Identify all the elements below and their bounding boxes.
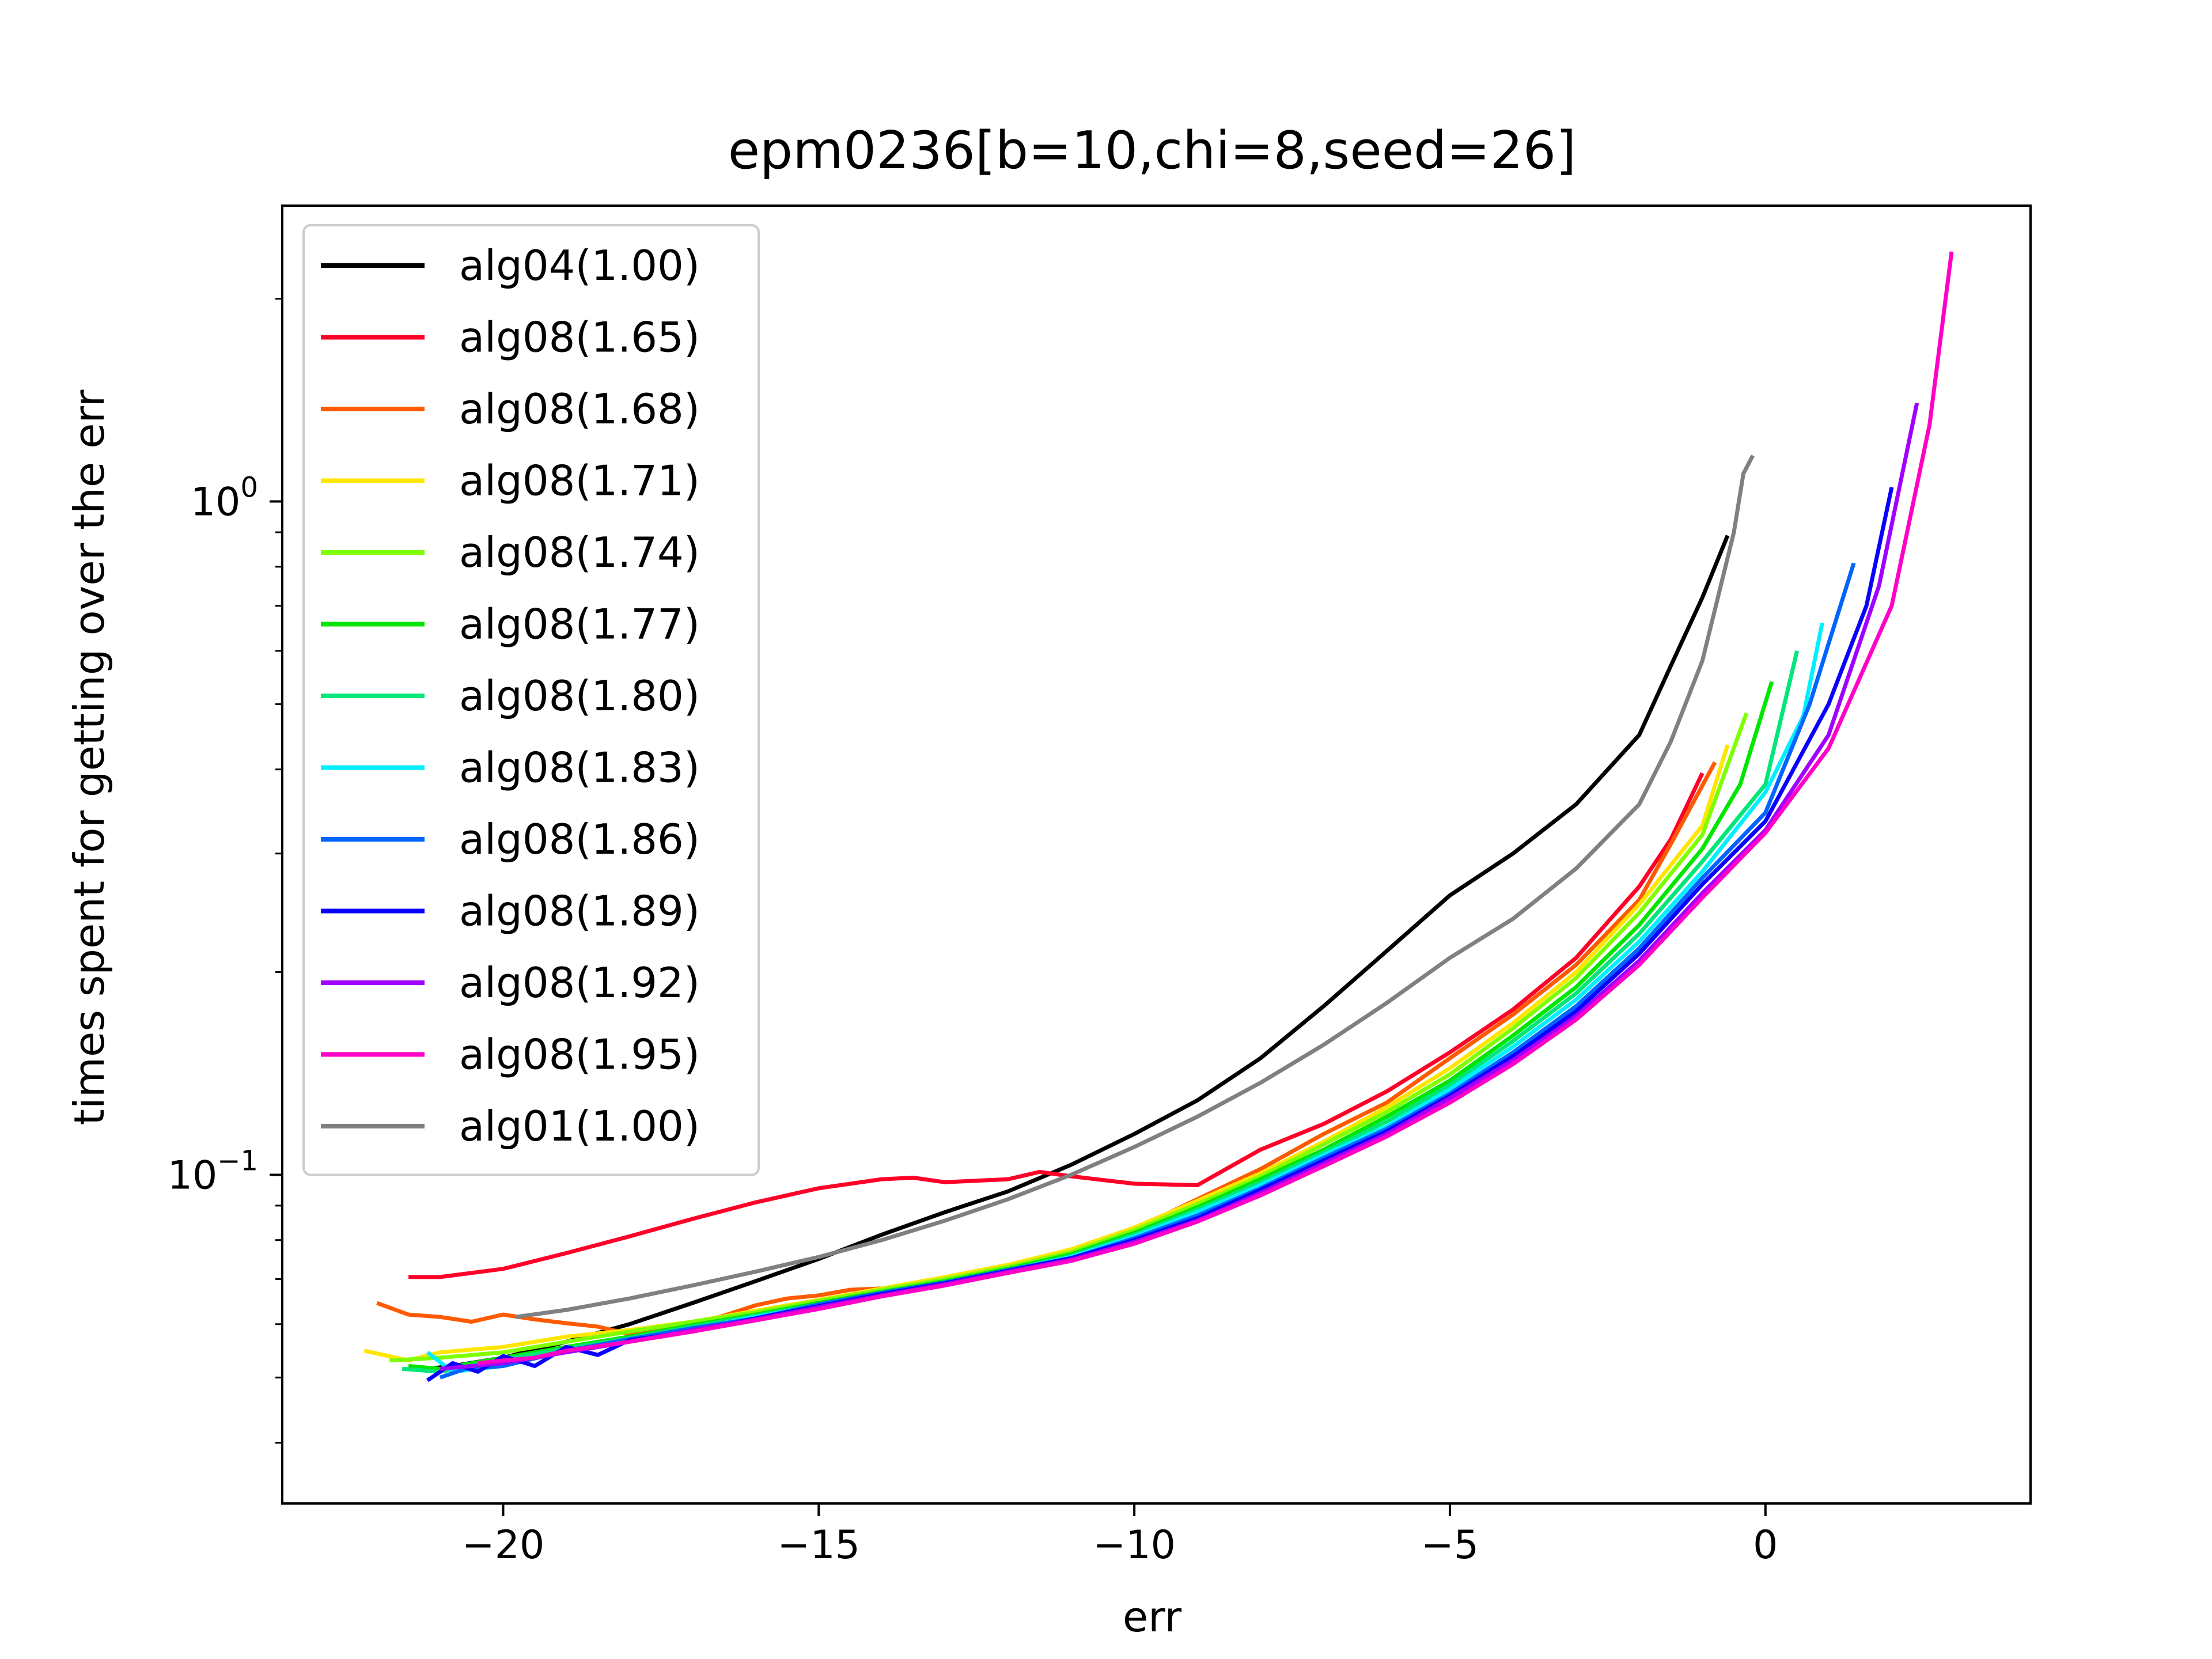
legend-label: alg04(1.00) [459,241,700,290]
x-tick-label: −15 [778,1522,861,1568]
plot-frame [281,204,2032,1505]
series-layer [363,251,1954,1382]
legend-label: alg08(1.74) [459,528,700,577]
y-axis-label: times spent for getting over the err [65,389,113,1125]
legend-label: alg08(1.95) [459,1031,700,1079]
legend-label: alg08(1.71) [459,457,700,505]
x-tick-label: −20 [462,1522,545,1568]
chart-title: epm0236[b=10,chi=8,seed=26] [728,120,1577,181]
legend-label: alg08(1.92) [459,959,700,1007]
series-line-2 [408,772,1705,1279]
legend-label: alg08(1.65) [459,313,700,362]
series-line-1 [427,535,1730,1371]
series-line-13 [515,454,1755,1319]
legend-label: alg01(1.00) [459,1102,700,1150]
legend: alg04(1.00) alg08(1.65) alg08(1.68) alg08(1… [302,224,760,1176]
series-line-5 [389,712,1749,1363]
series-line-12 [478,251,1954,1365]
series-line-4 [363,744,1730,1363]
x-tick-label: −5 [1421,1522,1479,1568]
legend-box [302,224,760,1176]
legend-label: alg08(1.83) [459,744,700,792]
x-tick-label: −10 [1093,1522,1176,1568]
series-line-3 [376,761,1717,1336]
legend-label: alg08(1.68) [459,385,700,433]
legend-label: alg08(1.77) [459,600,700,649]
x-tick-label: 0 [1753,1522,1778,1568]
legend-label: alg08(1.86) [459,815,700,863]
legend-label: alg08(1.89) [459,887,700,935]
x-axis-label: err [1123,1593,1182,1641]
legend-label: alg08(1.80) [459,672,700,720]
